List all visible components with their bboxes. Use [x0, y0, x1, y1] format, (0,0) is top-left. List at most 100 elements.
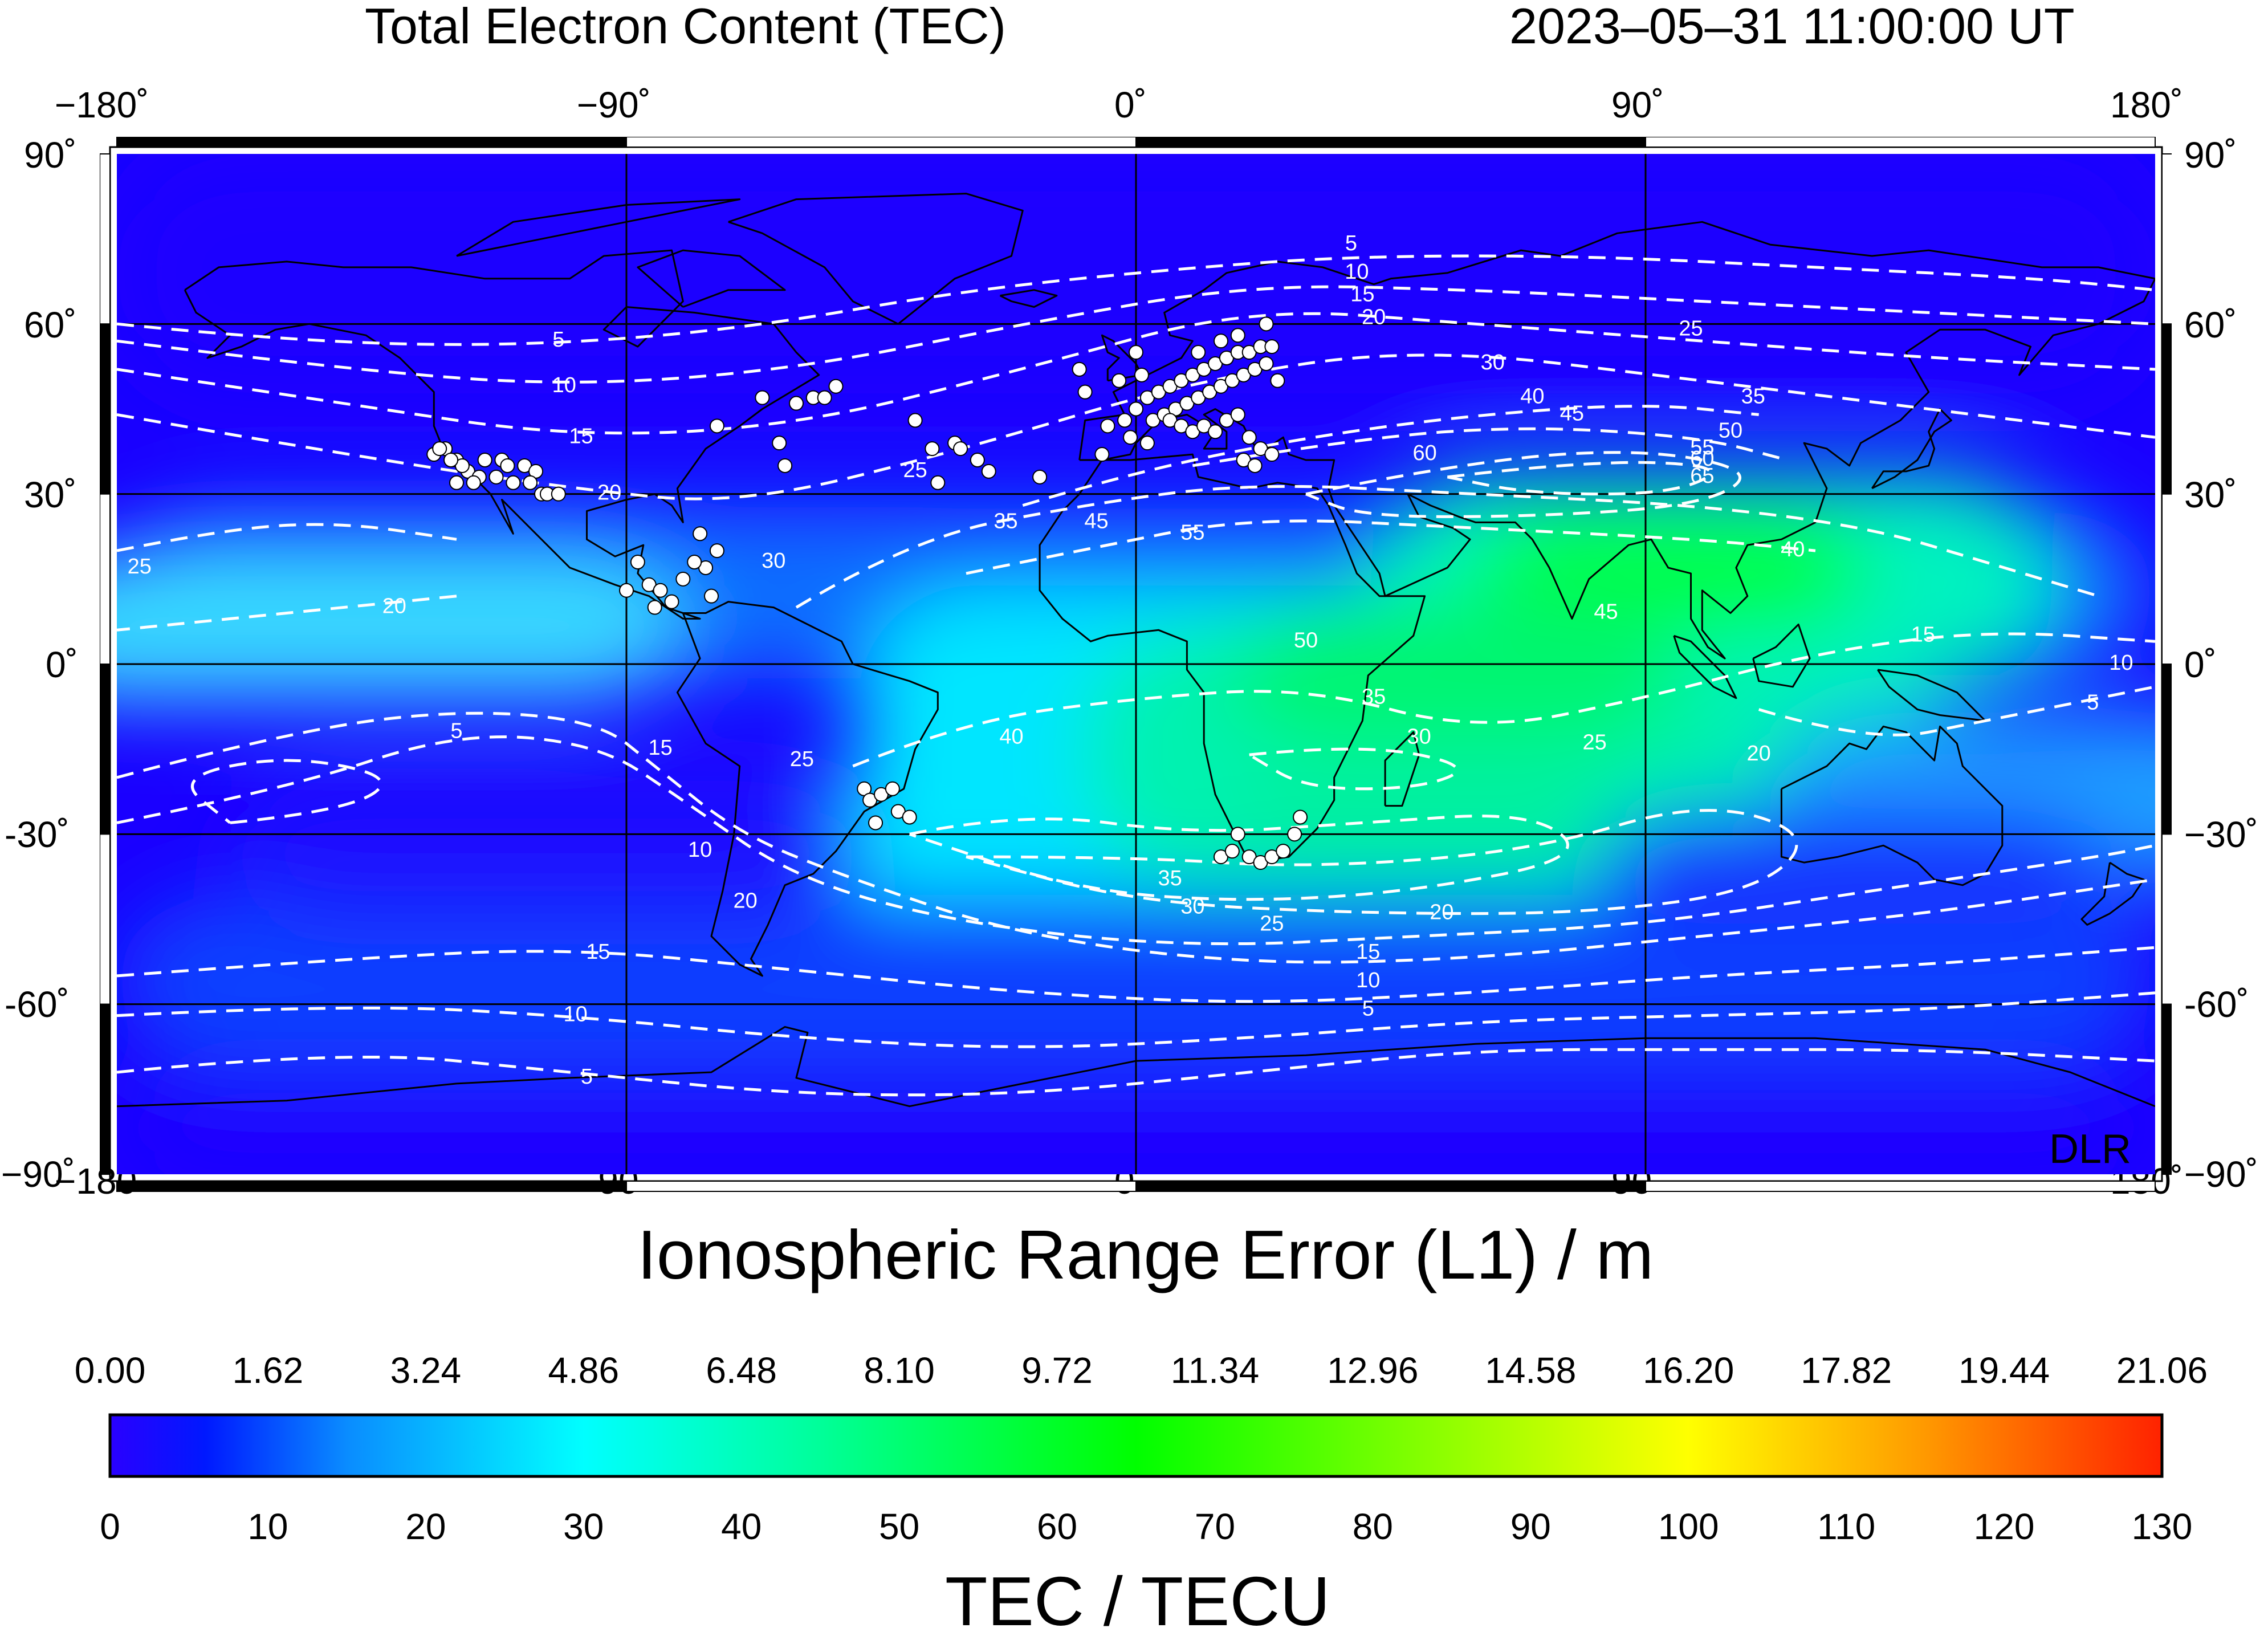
gnss-station-marker: [953, 441, 968, 457]
colorbar-ramp: [108, 1413, 2164, 1478]
gnss-station-marker: [1129, 401, 1143, 417]
contour-line: [1022, 405, 1759, 507]
coastline-australia: [1780, 725, 2004, 886]
lat-label-left-30: 30˚: [24, 474, 77, 515]
contour-label-15: 15: [1911, 622, 1935, 646]
gnss-station-marker: [1230, 407, 1245, 422]
contour-line: [966, 519, 1816, 575]
tec-field-patch: [1599, 809, 2112, 923]
gnss-station-marker: [1264, 447, 1280, 462]
contour-line: [117, 353, 2155, 500]
contour-label-25: 25: [903, 458, 927, 482]
gnss-station-marker: [1134, 367, 1149, 382]
contour-line: [1192, 427, 1787, 467]
lat-label-right-m30: −30˚: [2184, 814, 2258, 855]
contour-label-10: 10: [552, 373, 576, 397]
colorbar-top-tick: 3.24: [390, 1350, 462, 1391]
lat-label-right-60: 60˚: [2184, 304, 2237, 345]
coastline-japan: [1871, 408, 1952, 490]
gnss-station-marker: [1293, 809, 1308, 825]
lat-label-right-m90: −90˚: [2184, 1154, 2258, 1195]
coastline-madagascar: [1384, 731, 1420, 807]
contour-label-20: 20: [597, 481, 621, 505]
colorbar-title-bottom: TEC / TECU: [945, 1562, 1330, 1640]
colorbar-bottom-tick: 60: [1036, 1506, 1078, 1547]
gnss-station-marker: [817, 390, 832, 405]
gnss-station-marker: [1214, 333, 1228, 349]
lat-label-right-0: 0˚: [2184, 644, 2217, 685]
gnss-station-marker: [551, 486, 566, 502]
contour-label-10: 10: [2109, 651, 2133, 675]
contour-line: [190, 759, 383, 824]
gnss-station-marker: [970, 453, 985, 467]
gnss-station-marker: [1247, 458, 1263, 473]
gnss-station-marker: [488, 469, 504, 485]
coastline-iceland: [999, 289, 1058, 308]
colorbar-top-tick: 12.96: [1327, 1350, 1419, 1391]
contour-line: [117, 285, 2155, 384]
lat-label-right-30: 30˚: [2184, 474, 2237, 515]
gnss-station-marker: [664, 594, 679, 609]
gnss-station-marker: [653, 583, 668, 598]
colorbar-top-tick: 4.86: [548, 1350, 620, 1391]
contour-label-45: 45: [1594, 600, 1618, 624]
contour-line: [852, 632, 2155, 768]
contour-label-5: 5: [1345, 231, 1357, 255]
lat-label-right-m60: -60˚: [2184, 984, 2249, 1025]
colorbar-top-tick: 8.10: [864, 1350, 935, 1391]
frame-band-bottom: [116, 1181, 627, 1192]
frame-band-right: [2161, 323, 2172, 495]
contour-line: [117, 946, 2155, 1003]
colorbar-top-tick: 1.62: [232, 1350, 304, 1391]
dlr-watermark: DLR: [2049, 1126, 2131, 1172]
frame-band-bottom: [1135, 1181, 1646, 1192]
coastline-north-america: [184, 249, 820, 620]
gnss-station-marker: [709, 543, 724, 559]
graticule: [117, 154, 2155, 1174]
tec-field-patch: [1228, 770, 1627, 884]
contour-line: [909, 815, 1569, 901]
contour-label-10: 10: [1345, 260, 1369, 284]
contour-label-40: 40: [1781, 538, 1805, 561]
gnss-station-marker: [1072, 361, 1087, 377]
colorbar-bottom-tick: 20: [405, 1506, 446, 1547]
contour-label-25: 25: [128, 555, 152, 579]
gnss-station-marker: [1094, 447, 1110, 462]
contour-label-50: 50: [1719, 418, 1742, 442]
contour-label-15: 15: [1356, 940, 1380, 964]
colorbar-top-tick: 0.00: [74, 1350, 146, 1391]
lat-label-right-90: 90˚: [2184, 135, 2237, 176]
contour-label-30: 30: [1407, 725, 1431, 748]
gnss-station-marker: [477, 453, 492, 467]
gnss-station-marker: [1270, 373, 1285, 388]
frame-band-right: [2161, 153, 2172, 325]
contour-line: [117, 254, 2155, 346]
gnss-station-marker: [1117, 413, 1133, 428]
frame-band-top: [116, 137, 627, 148]
gnss-station-marker: [1264, 339, 1280, 355]
coastline-arctic-isles: [456, 198, 741, 257]
gnss-station-marker: [1259, 356, 1274, 371]
frame-band-top: [1135, 137, 1646, 148]
colorbar-bottom-tick: 90: [1510, 1506, 1551, 1547]
gnss-station-marker: [709, 418, 724, 434]
colorbar-top-tick: 17.82: [1801, 1350, 1892, 1391]
gnss-station-marker: [443, 453, 459, 467]
contour-label-5: 5: [581, 1065, 593, 1089]
gnss-stations: [426, 316, 1308, 870]
colorbar-bottom-tick: 50: [879, 1506, 920, 1547]
colorbar-bottom-tick: 130: [2131, 1506, 2193, 1547]
colorbar-bottom-tick: 110: [1817, 1506, 1876, 1547]
contour-label-25: 25: [1679, 316, 1703, 340]
contour-label-5: 5: [552, 328, 564, 352]
contour-line: [117, 735, 2155, 946]
contour-line: [1758, 685, 2155, 736]
coastline-africa: [1039, 453, 1426, 864]
gnss-station-marker: [777, 458, 793, 473]
contour-label-15: 15: [1350, 283, 1374, 307]
colorbar-bottom-tick: 40: [721, 1506, 762, 1547]
contour-label-5: 5: [2087, 691, 2099, 715]
contour-label-55: 55: [1690, 436, 1714, 459]
contour-line: [117, 991, 2155, 1048]
